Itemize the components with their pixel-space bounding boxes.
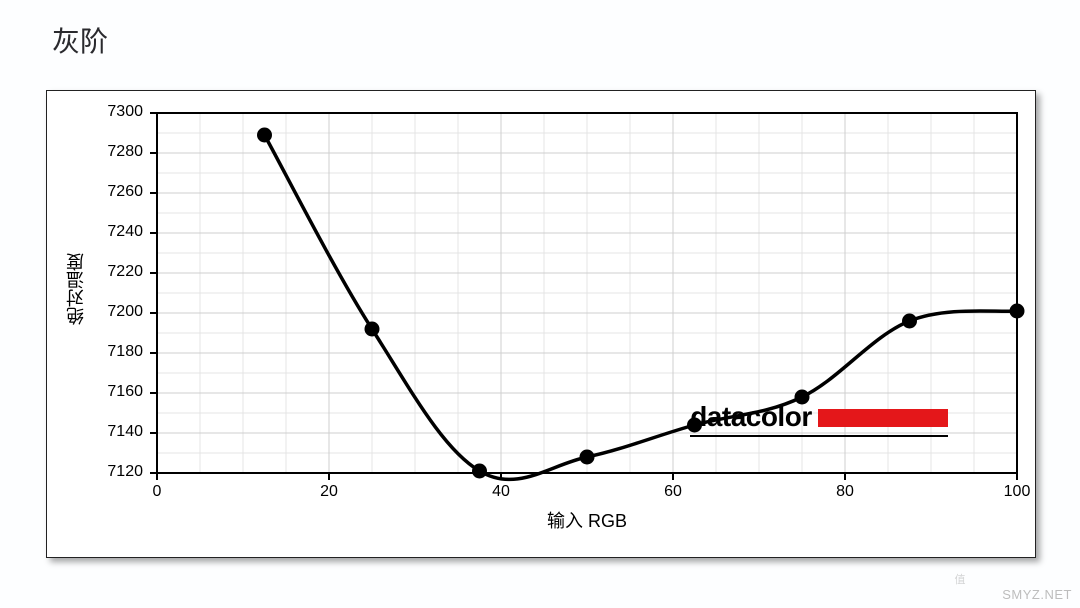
brand-logo: datacolor xyxy=(690,401,948,437)
x-tick-label: 80 xyxy=(830,483,860,501)
y-tick-label: 7260 xyxy=(107,183,143,201)
x-tick-label: 20 xyxy=(314,483,344,501)
x-tick-label: 40 xyxy=(486,483,516,501)
watermark-text: SMYZ.NET xyxy=(1002,587,1072,602)
y-tick-label: 7220 xyxy=(107,263,143,281)
chart-frame: 绝对温度 输入 RGB 0 20 40 60 80 100 7120 7140 7160 7180… xyxy=(46,90,1036,558)
page-title: 灰阶 xyxy=(52,20,108,60)
y-tick-label: 7200 xyxy=(107,303,143,321)
watermark-logo: 值 xyxy=(930,556,990,602)
x-tick-label: 60 xyxy=(658,483,688,501)
y-tick-label: 7240 xyxy=(107,223,143,241)
y-tick-label: 7300 xyxy=(107,103,143,121)
x-tick-label: 100 xyxy=(1002,483,1032,501)
y-tick-label: 7120 xyxy=(107,463,143,481)
y-axis-label: 绝对温度 xyxy=(63,253,89,325)
y-tick-label: 7180 xyxy=(107,343,143,361)
x-axis-label: 输入 RGB xyxy=(487,507,687,533)
y-tick-label: 7280 xyxy=(107,143,143,161)
brand-color-bar xyxy=(818,409,948,427)
y-tick-label: 7160 xyxy=(107,383,143,401)
chart-svg xyxy=(47,91,1037,559)
x-tick-label: 0 xyxy=(142,483,172,501)
brand-text: datacolor xyxy=(690,401,812,433)
y-tick-label: 7140 xyxy=(107,423,143,441)
